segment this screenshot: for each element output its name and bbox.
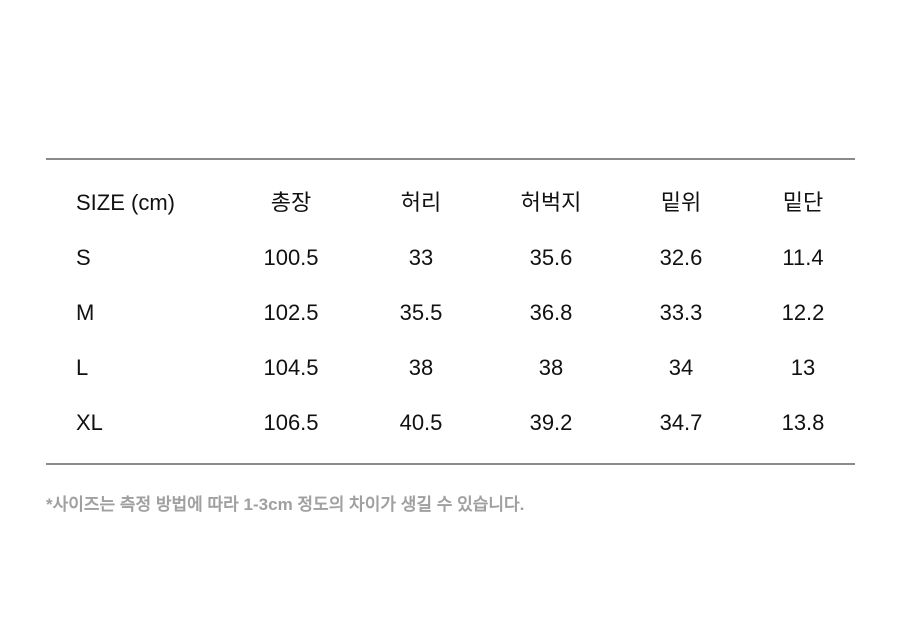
table-cell: 40.5	[399, 410, 443, 435]
table-cell: 35.5	[399, 300, 443, 325]
size-label: S	[76, 245, 91, 270]
table-cell: 35.6	[529, 245, 573, 270]
column-header: 밑위	[660, 190, 702, 215]
table-cell: 13	[790, 355, 816, 380]
size-label: L	[76, 355, 89, 380]
column-header: 밑단	[782, 190, 824, 215]
table-top-divider	[46, 158, 855, 160]
table-cell: 100.5	[263, 245, 319, 270]
table-row: XL 106.5 40.5 39.2 34.7 13.8	[46, 403, 855, 443]
table-cell: 32.6	[659, 245, 703, 270]
table-cell: 12.2	[781, 300, 825, 325]
table-cell: 38	[408, 355, 434, 380]
table-cell: 102.5	[263, 300, 319, 325]
table-row: M 102.5 35.5 36.8 33.3 12.2	[46, 293, 855, 333]
table-cell: 11.4	[782, 245, 824, 270]
table-cell: 104.5	[263, 355, 319, 380]
table-cell: 106.5	[263, 410, 319, 435]
column-header: 허벅지	[520, 190, 582, 215]
table-bottom-divider	[46, 463, 855, 465]
column-header: 허리	[400, 190, 442, 215]
table-cell: 33	[408, 245, 434, 270]
table-cell: 36.8	[529, 300, 573, 325]
table-header-row: SIZE (cm) 총장 허리 허벅지 밑위 밑단	[46, 183, 855, 223]
table-row: L 104.5 38 38 34 13	[46, 348, 855, 388]
size-label: XL	[76, 410, 103, 435]
table-cell: 34	[668, 355, 694, 380]
column-header: SIZE (cm)	[76, 190, 175, 215]
size-label: M	[76, 300, 95, 325]
table-cell: 33.3	[659, 300, 703, 325]
table-cell: 38	[538, 355, 564, 380]
table-cell: 13.8	[781, 410, 825, 435]
column-header: 총장	[270, 190, 312, 215]
size-note: *사이즈는 측정 방법에 따라 1-3cm 정도의 차이가 생길 수 있습니다.	[46, 495, 525, 514]
table-cell: 39.2	[529, 410, 573, 435]
table-cell: 34.7	[659, 410, 703, 435]
table-row: S 100.5 33 35.6 32.6 11.4	[46, 238, 855, 278]
